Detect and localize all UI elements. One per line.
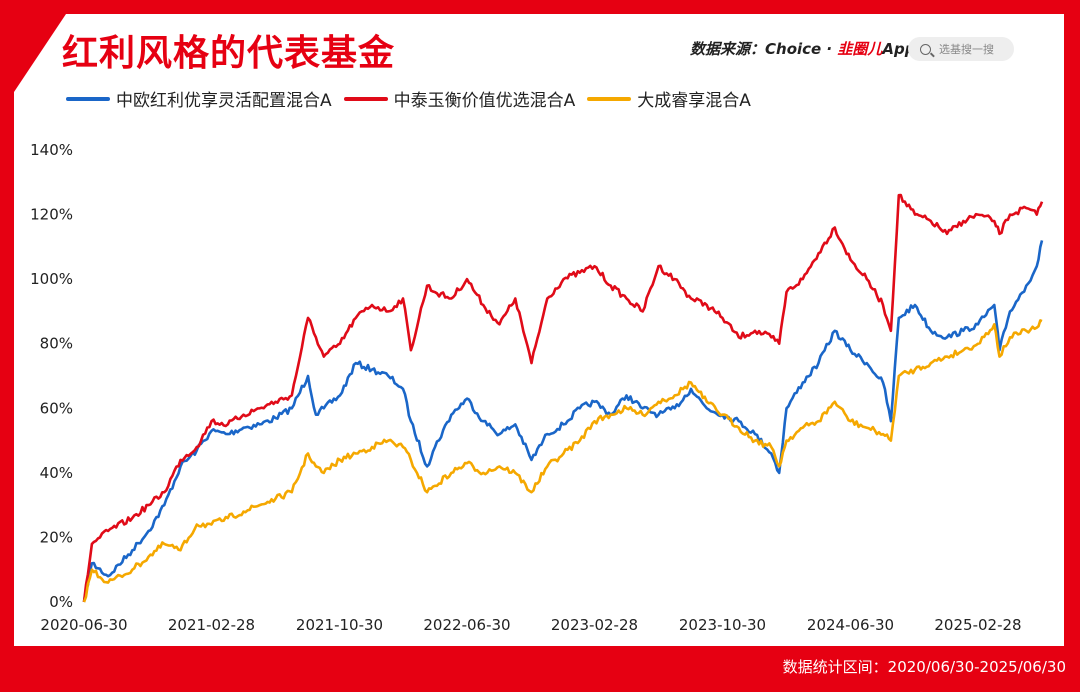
series-line-2 <box>82 319 1043 603</box>
x-tick-label: 2020-06-30 <box>40 616 127 634</box>
series-lines <box>82 193 1044 603</box>
y-tick-label: 60% <box>40 399 73 417</box>
corner-decoration <box>14 14 66 92</box>
x-tick-label: 2024-06-30 <box>807 616 894 634</box>
y-tick-label: 0% <box>49 593 73 611</box>
legend-item: 大成睿享混合A <box>587 86 751 111</box>
series-line-0 <box>82 240 1044 603</box>
x-axis: 2020-06-30 2021-02-28 2021-10-30 2022-06-30… <box>40 616 1021 634</box>
legend-item: 中欧红利优享灵活配置混合A <box>66 86 332 111</box>
legend-swatch-yellow <box>587 96 632 101</box>
data-source: 数据来源：Choice · 韭圈儿App <box>690 38 915 59</box>
y-tick-label: 100% <box>30 270 73 288</box>
legend-label: 中欧红利优享灵活配置混合A <box>116 91 332 111</box>
legend-swatch-blue <box>66 96 110 101</box>
legend-label: 中泰玉衡价值优选混合A <box>393 91 576 111</box>
x-tick-label: 2023-02-28 <box>551 616 638 634</box>
series-line-1 <box>82 193 1044 603</box>
x-tick-label: 2022-06-30 <box>423 616 510 634</box>
source-brand: 韭圈儿 <box>837 40 883 58</box>
x-tick-label: 2025-02-28 <box>934 616 1021 634</box>
x-tick-label: 2023-10-30 <box>679 616 766 634</box>
x-tick-label: 2021-02-28 <box>168 616 255 634</box>
page-title: 红利风格的代表基金 <box>62 33 396 74</box>
search-icon <box>920 43 931 55</box>
footer-period: 数据统计区间：2020/06/30-2025/06/30 <box>782 658 1066 676</box>
source-prefix: 数据来源：Choice · <box>690 40 838 58</box>
y-tick-label: 80% <box>40 335 73 353</box>
search-box[interactable]: 选基搜一搜 <box>908 37 1014 61</box>
y-tick-label: 120% <box>30 206 73 224</box>
legend-item: 中泰玉衡价值优选混合A <box>343 86 576 111</box>
y-tick-label: 140% <box>30 141 73 159</box>
y-tick-label: 20% <box>40 528 73 546</box>
chart-legend: 中欧红利优享灵活配置混合A 中泰玉衡价值优选混合A 大成睿享混合A <box>66 86 763 111</box>
source-app: App <box>882 40 916 58</box>
legend-swatch-red <box>343 96 388 101</box>
search-placeholder: 选基搜一搜 <box>939 43 994 56</box>
legend-label: 大成睿享混合A <box>637 91 751 111</box>
y-tick-label: 40% <box>40 464 73 482</box>
y-axis: 0% 20% 40% 60% 80% 100% 120% 140% <box>30 141 73 611</box>
x-tick-label: 2021-10-30 <box>296 616 383 634</box>
